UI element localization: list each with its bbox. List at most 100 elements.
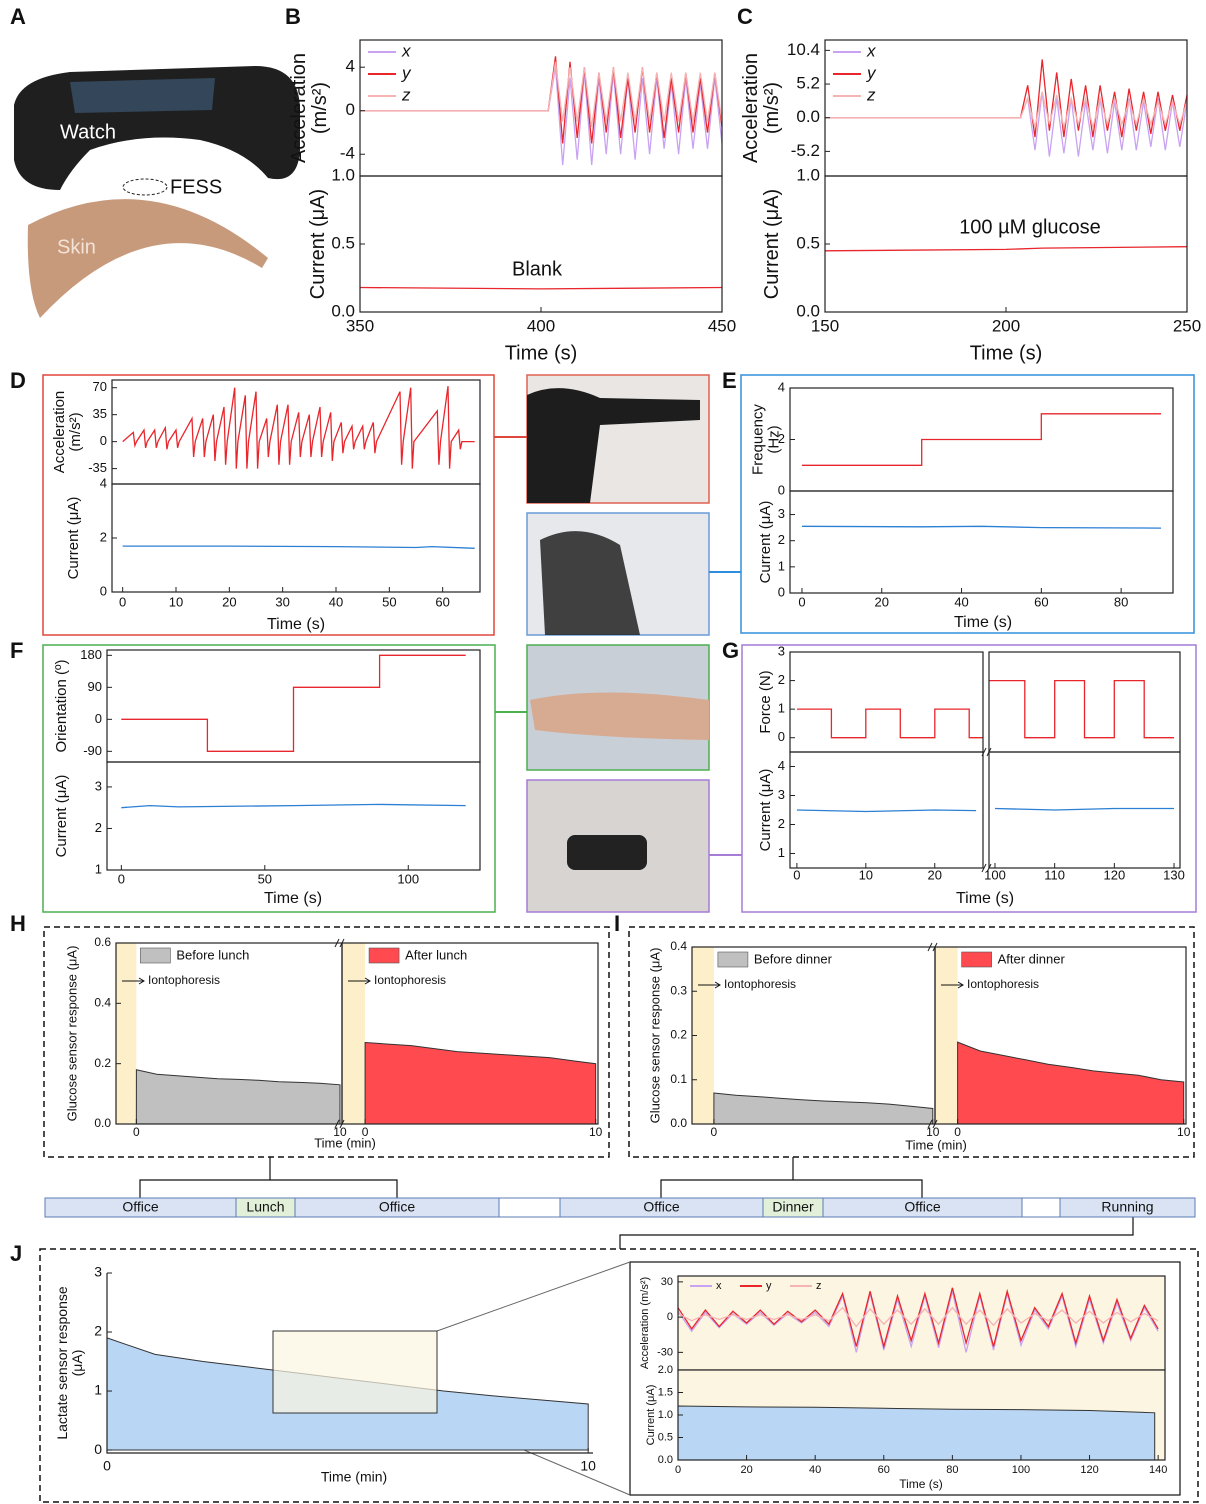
y-tick-label: 180 xyxy=(80,647,102,662)
y-tick-label: 5.2 xyxy=(796,74,820,93)
panel-label: A xyxy=(10,4,26,29)
legend-label: Before lunch xyxy=(176,947,249,962)
y-axis-label-box: Acceleration (m/s²) xyxy=(736,40,788,176)
iontophoresis-band xyxy=(342,943,365,1124)
x-axis-label: Time (min) xyxy=(314,1135,376,1150)
x-tick-label: 0 xyxy=(118,871,125,886)
plot-frame xyxy=(360,176,722,312)
fess-outline xyxy=(123,179,167,195)
x-axis-label: Time (s) xyxy=(264,890,322,907)
timeline-label: Office xyxy=(122,1199,159,1215)
panel-label: C xyxy=(737,4,753,29)
y-axis-label-box: Acceleration (m/s²) xyxy=(284,40,336,176)
legend-label: After dinner xyxy=(998,951,1066,966)
x-axis-label: Time (s) xyxy=(956,890,1014,907)
line xyxy=(825,247,1187,251)
plot-frame xyxy=(112,484,480,592)
y-tick-label: 0.0 xyxy=(94,1116,111,1130)
legend-label: y xyxy=(766,1280,772,1292)
x-tick-label: 0 xyxy=(793,867,800,882)
x-tick-label: 130 xyxy=(1163,867,1185,882)
legend-label: x xyxy=(716,1280,722,1292)
x-tick-label: 0 xyxy=(119,594,126,609)
x-tick-label: 100 xyxy=(1012,1464,1030,1476)
y-axis-label: Acceleration (m/s²) xyxy=(284,40,336,176)
legend-label: After lunch xyxy=(405,947,467,962)
y-tick-label: 0.3 xyxy=(670,983,687,997)
annotation: Iontophoresis xyxy=(148,973,220,987)
y-tick-label: 0.5 xyxy=(796,233,820,252)
annotation: Iontophoresis xyxy=(374,973,446,987)
x-tick-label: 60 xyxy=(435,594,449,609)
y-axis-label: Force (N) xyxy=(747,652,786,752)
panel-frame xyxy=(742,645,1196,912)
y-tick-label: -4 xyxy=(340,144,355,163)
timeline-label: Office xyxy=(643,1199,680,1215)
x-tick-label: 0 xyxy=(133,1125,140,1139)
y-axis-label-box: Current (μA) xyxy=(43,762,82,870)
y-tick-label: 1 xyxy=(95,861,102,876)
y-tick-label: 0.6 xyxy=(94,935,111,949)
y-tick-label: 4 xyxy=(346,57,355,76)
x-tick-label: 80 xyxy=(946,1464,958,1476)
figure: Watch FESS Skin AB-404Acceleration (m/s²… xyxy=(0,0,1206,1504)
x-tick-label: 140 xyxy=(1149,1464,1167,1476)
line xyxy=(797,810,976,812)
timeline-box xyxy=(1022,1198,1060,1217)
y-axis-label-box: Glucose sensor response (μA) xyxy=(55,943,89,1124)
y-axis-label: Lactate sensor response (μA) xyxy=(52,1273,88,1453)
y-axis-label: Current (μA) xyxy=(55,484,94,592)
x-tick-label: 30 xyxy=(275,594,289,609)
y-axis-label: Current (μA) xyxy=(638,1370,667,1460)
y-axis-label-box: Frequency (Hz) xyxy=(747,388,786,491)
line xyxy=(121,804,465,807)
x-axis-label: Time (s) xyxy=(505,342,578,364)
y-tick-label: 0 xyxy=(100,583,107,598)
plot-frame xyxy=(989,752,1180,868)
panel-label: B xyxy=(285,4,301,29)
x-tick-label: 100 xyxy=(984,867,1006,882)
plot-background xyxy=(678,1276,1165,1370)
y-tick-label: 0.4 xyxy=(670,939,687,953)
y-axis-label: Current (μA) xyxy=(43,762,82,870)
photo-watch xyxy=(567,835,647,870)
legend-swatch xyxy=(369,948,399,963)
panel-label: J xyxy=(10,1241,22,1266)
iontophoresis-band xyxy=(935,947,958,1124)
timeline-label: Office xyxy=(904,1199,941,1215)
x-tick-label: 450 xyxy=(708,316,736,335)
x-axis-label: Time (s) xyxy=(970,342,1043,364)
x-tick-label: 40 xyxy=(329,594,343,609)
x-tick-label: 120 xyxy=(1080,1464,1098,1476)
y-axis-label-box: Current (μA) xyxy=(55,484,94,592)
timeline-box xyxy=(499,1198,560,1217)
y-axis-label: Acceleration (m/s²) xyxy=(736,40,788,176)
panel-label: G xyxy=(722,638,739,663)
y-axis-label-box: Current (μA) xyxy=(638,1370,667,1460)
x-tick-label: 50 xyxy=(382,594,396,609)
x-tick-label: 150 xyxy=(811,316,839,335)
zoom-box xyxy=(273,1331,437,1413)
y-axis-label-box: Force (N) xyxy=(747,652,786,752)
timeline-label: Running xyxy=(1101,1199,1153,1215)
y-tick-label: 2 xyxy=(95,820,102,835)
plot-frame xyxy=(825,176,1187,312)
x-tick-label: 60 xyxy=(878,1464,890,1476)
y-tick-label: 0.2 xyxy=(670,1028,687,1042)
iontophoresis-band xyxy=(116,943,136,1124)
timeline-label: Office xyxy=(379,1199,416,1215)
y-axis-label: Frequency (Hz) xyxy=(747,388,786,491)
x-tick-label: 20 xyxy=(222,594,236,609)
y-tick-label: 0 xyxy=(100,433,107,448)
plot-frame xyxy=(107,762,480,870)
line xyxy=(123,546,475,548)
y-axis-label-box: Lactate sensor response (μA) xyxy=(52,1273,88,1453)
y-axis-label-box: Current (μA) xyxy=(747,752,786,868)
line xyxy=(825,92,1187,157)
panel-label: I xyxy=(614,911,620,936)
plot-frame xyxy=(112,380,480,484)
x-tick-label: 250 xyxy=(1173,316,1201,335)
x-tick-label: 120 xyxy=(1103,867,1125,882)
y-axis-label: Current (μA) xyxy=(747,491,786,593)
area xyxy=(365,1043,596,1125)
